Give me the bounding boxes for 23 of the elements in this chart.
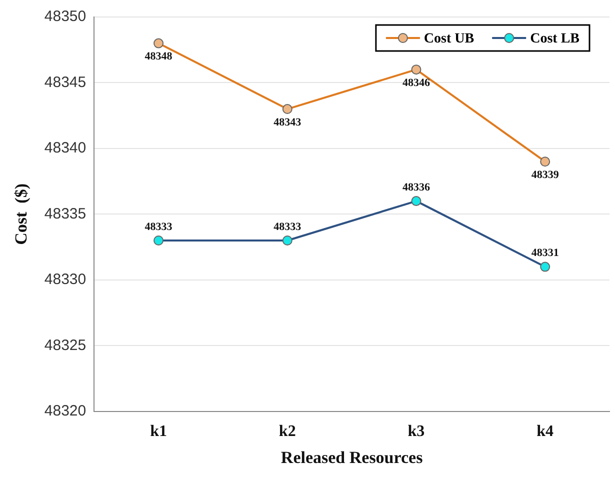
x-tick-label: k4 [536,423,554,440]
x-tick-label: k1 [150,423,167,440]
y-tick-label: 48350 [44,8,86,26]
x-tick-label: k3 [408,423,425,440]
legend-label: Cost LB [530,32,580,47]
data-label: 48339 [531,168,560,181]
y-tick-label: 48340 [44,140,86,157]
y-tick-label: 48345 [44,74,86,91]
x-tick-label: k2 [278,423,296,440]
legend-label: Cost UB [424,32,474,47]
y-tick-label: 48320 [44,402,86,420]
data-label: 48336 [402,181,430,194]
y-axis-title: Cost ($) [12,184,31,245]
data-label: 48331 [531,247,559,260]
data-label: 48346 [402,76,430,89]
data-label: 48333 [274,220,302,233]
x-axis-title: Released Resources [280,448,424,468]
y-tick-label: 48330 [44,271,86,288]
y-tick-label: 48325 [44,336,86,354]
data-label: 48348 [144,50,173,63]
y-tick-label: 48335 [44,205,86,222]
data-label: 48343 [274,116,302,128]
data-label: 48333 [144,220,173,233]
